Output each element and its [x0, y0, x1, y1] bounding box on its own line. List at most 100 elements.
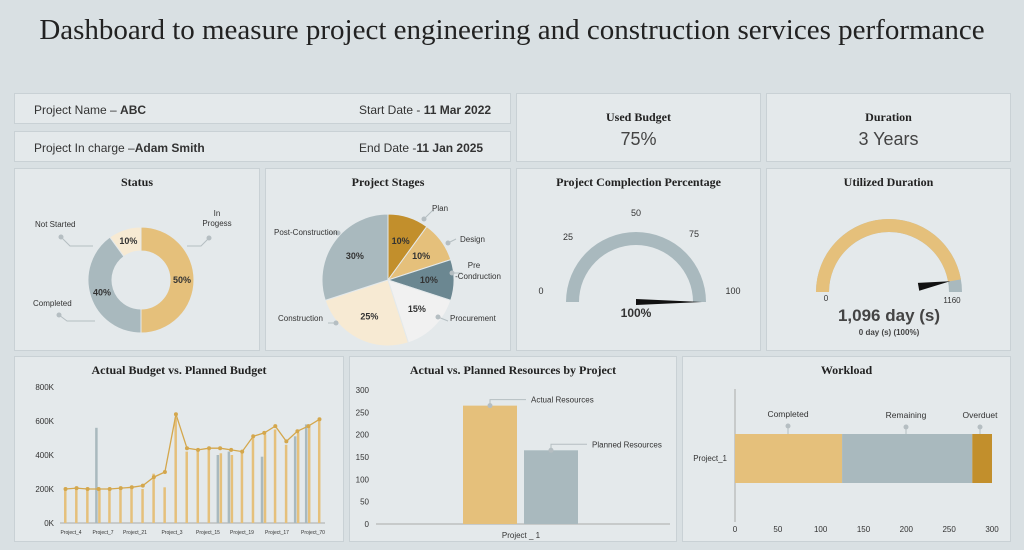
resources-y-tick-1: 50 [360, 498, 369, 507]
used-budget-value: 75% [620, 129, 657, 149]
budget-title: Actual Budget vs. Planned Budget [91, 363, 267, 377]
status-legend-label-2: Not Started [35, 220, 75, 229]
status-completed-leader [58, 314, 95, 322]
stages-construction-leader-dot [333, 320, 339, 326]
resources-series-1-leader [550, 443, 587, 451]
end-date-value: 11 Jan 2025 [416, 141, 484, 155]
workload-title: Workload [820, 363, 873, 377]
budget-planned-bar-3 [95, 427, 98, 523]
status-legend-label-0b: Progess [202, 219, 231, 228]
budget-trend-point-11 [184, 446, 189, 451]
stages-panel: Project Stages 10% 10% 10% 15% 25% 30% Plan Des… [265, 168, 511, 351]
duration-panel: Duration 3 Years [766, 93, 1011, 162]
stages-slice-label-3: 15% [408, 304, 426, 314]
start-date-label: Start Date - [359, 103, 424, 117]
workload-leader-dot-2 [977, 424, 983, 430]
utilized-title: Utilized Duration [843, 175, 934, 189]
stages-slice-label-2: 10% [420, 275, 438, 285]
resources-series-1-leader-dot [548, 447, 554, 453]
resources-bar-chart: 0 50 100 150 200 250 300 Actual Resources Planne… [356, 386, 670, 540]
stages-precon-leader-dot [449, 270, 455, 276]
budget-x-label-5: Project_19 [230, 530, 254, 536]
project-incharge-row: Project In charge –Adam Smith [34, 141, 205, 155]
resources-category-label: Project _ 1 [502, 531, 541, 540]
completion-tick-1: 25 [563, 232, 573, 242]
budget-actual-bar-5 [119, 489, 122, 523]
budget-planned-bar-14 [216, 455, 220, 523]
status-slice-1 [87, 236, 142, 334]
budget-x-label-0: Project_4 [60, 530, 81, 536]
resources-y-tick-4: 200 [356, 431, 370, 440]
budget-trend-point-20 [284, 439, 289, 444]
resources-bar-0 [463, 405, 517, 524]
status-slice-2 [109, 226, 142, 258]
workload-panel: Workload 0 50 100 150 200 250 300 Project_1 Comp… [682, 356, 1011, 542]
stages-slice-label-1: 10% [412, 251, 430, 261]
budget-y-tick-0: 0K [44, 519, 54, 528]
budget-bar-chart: 0K 200K 400K 600K 800K Project_4 Project_7 Proj… [35, 383, 325, 536]
workload-segment-2 [972, 434, 992, 483]
budget-actual-bar-1 [75, 489, 78, 523]
resources-title: Actual vs. Planned Resources by Project [409, 363, 617, 377]
resources-panel: Actual vs. Planned Resources by Project … [349, 356, 677, 542]
completion-gauge-arc [566, 232, 706, 302]
workload-category-label: Project_1 [693, 454, 727, 463]
status-panel: Status 50% 40% 10% In Progess Not Started Comp… [14, 168, 260, 351]
budget-actual-bar-9 [163, 487, 166, 523]
project-name-label: Project Name – [34, 103, 121, 117]
duration-value: 3 Years [858, 129, 919, 149]
status-legend-label-1: Completed [33, 299, 72, 308]
budget-x-label-2: Project_21 [123, 530, 147, 536]
stages-slice-label-5: 30% [346, 251, 364, 261]
budget-y-tick-2: 400K [35, 451, 54, 460]
utilized-sub-label: 0 day (s) (100%) [859, 328, 920, 337]
resources-series-label-1: Planned Resources [592, 440, 662, 449]
start-date-row: Start Date - 11 Mar 2022 [359, 103, 491, 117]
status-inprogress-leader [187, 237, 210, 247]
workload-segment-0 [735, 434, 843, 483]
workload-x-tick-4: 200 [900, 525, 914, 534]
stages-slice-5 [321, 213, 389, 302]
end-date-label: End Date - [359, 141, 417, 155]
budget-trend-point-17 [251, 434, 256, 439]
budget-actual-bar-4 [108, 489, 111, 523]
dashboard-title: Dashboard to measure project engineering… [39, 14, 985, 46]
budget-x-label-1: Project_7 [92, 530, 113, 536]
workload-x-tick-0: 0 [733, 525, 738, 534]
status-slice-label-0: 50% [173, 275, 191, 285]
stages-title: Project Stages [351, 175, 425, 189]
project-incharge-panel: Project In charge –Adam Smith End Date -… [14, 131, 511, 162]
workload-x-tick-1: 50 [773, 525, 782, 534]
stages-legend-label-5: Post-Construction [274, 228, 338, 237]
status-legend-label-0: In [214, 209, 221, 218]
budget-trend-point-6 [129, 485, 134, 490]
completion-value-label: 100% [621, 306, 652, 320]
budget-trend-point-5 [118, 486, 123, 491]
status-notstarted-leader-dot [58, 234, 64, 240]
workload-x-tick-2: 100 [814, 525, 828, 534]
completion-panel: Project Complection Percentage 0 25 50 75 10… [516, 168, 761, 351]
stages-pie-chart: 10%10%10%15%25%30%PlanDesignPre-Condruct… [274, 204, 501, 347]
budget-trend-point-15 [229, 447, 234, 452]
budget-trend-point-14 [218, 446, 223, 451]
project-name-value: ABC [120, 103, 147, 117]
workload-series-label-0: Completed [767, 409, 808, 419]
workload-segment-1 [842, 434, 973, 483]
budget-trend-point-7 [140, 483, 145, 488]
budget-actual-bar-18 [263, 434, 267, 523]
stages-slice-4 [324, 279, 410, 347]
budget-trend-line [65, 413, 320, 490]
budget-planned-bar-21 [293, 436, 297, 523]
resources-series-0-leader-dot [487, 403, 493, 409]
budget-y-tick-4: 800K [35, 383, 54, 392]
budget-trend-point-19 [273, 424, 278, 429]
end-date-row: End Date -11 Jan 2025 [359, 141, 483, 155]
stages-legend-label-4: Construction [278, 314, 323, 323]
workload-series-label-1: Remaining [886, 410, 927, 420]
budget-trend-point-4 [107, 487, 112, 491]
utilized-gauge-fill [816, 218, 961, 292]
status-slice-0 [140, 226, 195, 334]
resources-y-tick-3: 150 [356, 453, 370, 462]
